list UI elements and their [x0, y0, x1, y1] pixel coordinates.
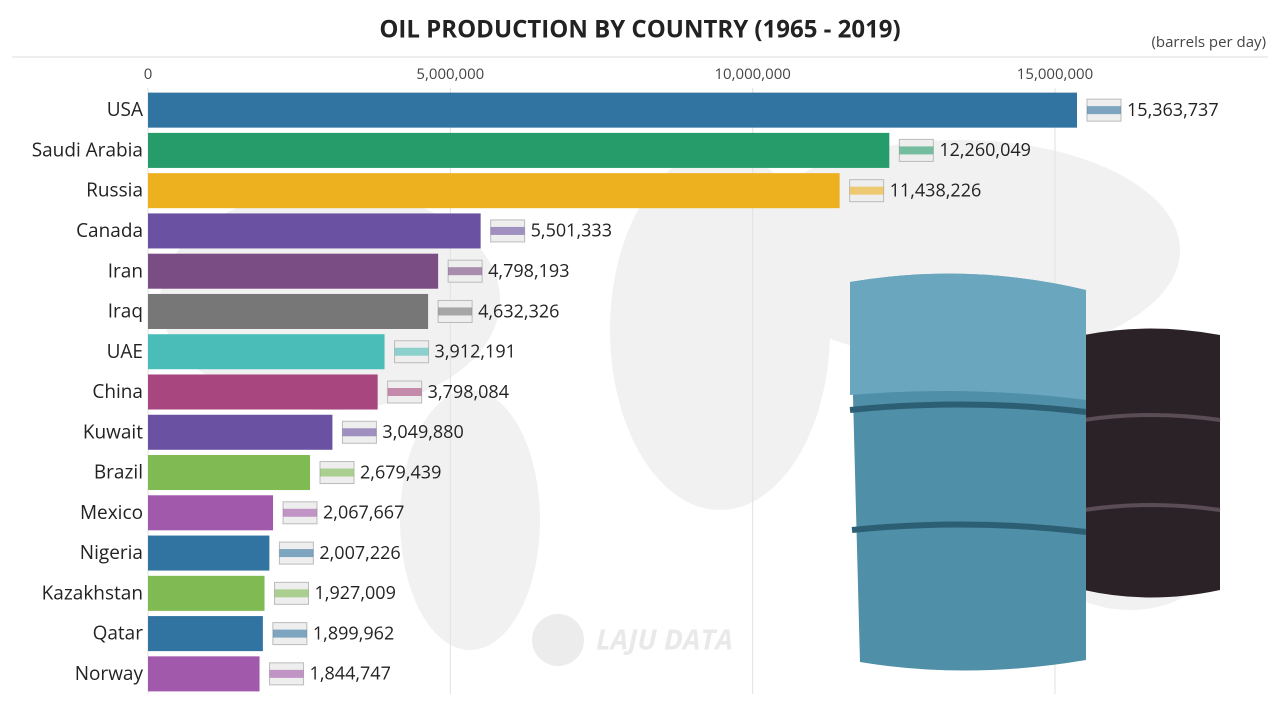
- value-label: 5,501,333: [531, 219, 612, 243]
- flag-stripe: [283, 508, 318, 517]
- bars: USA 15,363,737 Saudi Arabia 12,260,049 Russi…: [32, 92, 1219, 692]
- bar: [148, 374, 378, 410]
- barrel-front-top: [850, 273, 1086, 400]
- value-label: 3,049,880: [382, 420, 463, 444]
- y-tick-label: Canada: [76, 217, 143, 243]
- x-tick-label: 5,000,000: [416, 64, 484, 84]
- bar: [148, 414, 333, 450]
- oil-barrels: [849, 273, 1221, 671]
- bar: [148, 132, 890, 168]
- y-tick-label: UAE: [107, 338, 143, 364]
- flag-stripe: [899, 146, 934, 155]
- y-tick-label: Kazakhstan: [42, 579, 143, 605]
- flag-stripe: [279, 549, 314, 558]
- bar: [148, 293, 429, 329]
- value-label: 3,798,084: [428, 380, 509, 404]
- y-tick-label: Norway: [75, 660, 144, 686]
- y-tick-label: China: [92, 378, 143, 404]
- value-label: 12,260,049: [939, 138, 1031, 162]
- flag-stripe: [448, 267, 483, 276]
- bar: [148, 495, 274, 531]
- value-label: 2,067,667: [323, 501, 404, 525]
- value-label: 1,927,009: [315, 581, 396, 605]
- barrel-front-rings: [849, 401, 1087, 535]
- barrel-back-rings: [1083, 413, 1221, 512]
- flag-stripe: [269, 669, 304, 678]
- bar: [148, 92, 1077, 128]
- y-tick-label: USA: [107, 96, 143, 122]
- value-label: 1,899,962: [313, 621, 394, 645]
- flag-stripe: [272, 629, 307, 638]
- y-tick-label: Brazil: [94, 459, 143, 485]
- bar: [148, 575, 265, 611]
- watermark-group: LAJU DATA: [532, 614, 733, 666]
- flag-stripe: [320, 468, 355, 477]
- y-tick-label: Nigeria: [80, 539, 143, 565]
- chart-subtitle: (barrels per day): [1151, 32, 1266, 52]
- y-tick-label: Saudi Arabia: [32, 136, 143, 162]
- barrel-back: [1084, 328, 1220, 598]
- bar: [148, 253, 439, 289]
- bar: [148, 173, 840, 209]
- value-label: 4,632,326: [478, 299, 559, 323]
- watermark-logo: [532, 614, 584, 666]
- x-tick-label: 10,000,000: [714, 64, 790, 84]
- value-label: 11,438,226: [890, 178, 982, 202]
- value-label: 2,679,439: [360, 460, 441, 484]
- value-label: 1,844,747: [310, 662, 391, 686]
- bar: [148, 656, 260, 692]
- flag-stripe: [274, 589, 309, 598]
- flag-stripe: [1086, 106, 1121, 115]
- flag-stripe: [342, 428, 377, 437]
- y-tick-label: Russia: [86, 177, 143, 203]
- chart-title: OIL PRODUCTION BY COUNTRY (1965 - 2019): [379, 12, 900, 45]
- bar: [148, 535, 270, 571]
- bar: [148, 455, 311, 491]
- value-label: 3,912,191: [435, 340, 516, 364]
- bar: [148, 334, 385, 370]
- y-tick-label: Kuwait: [83, 418, 143, 444]
- value-label: 15,363,737: [1127, 98, 1219, 122]
- y-tick-label: Qatar: [93, 620, 144, 646]
- flag-stripe: [849, 186, 884, 195]
- watermark: LAJU DATA: [596, 620, 733, 658]
- bar: [148, 213, 481, 249]
- bar: [148, 616, 263, 652]
- x-tick-label: 15,000,000: [1017, 64, 1093, 84]
- flag-stripe: [394, 347, 429, 356]
- value-label: 2,007,226: [319, 541, 400, 565]
- y-tick-label: Mexico: [80, 499, 143, 525]
- flag-stripe: [438, 307, 473, 316]
- y-tick-label: Iraq: [108, 298, 143, 324]
- x-tick-label: 0: [144, 64, 153, 84]
- value-label: 4,798,193: [488, 259, 569, 283]
- flag-stripe: [490, 226, 525, 235]
- flag-stripe: [387, 388, 422, 396]
- y-tick-label: Iran: [108, 257, 143, 283]
